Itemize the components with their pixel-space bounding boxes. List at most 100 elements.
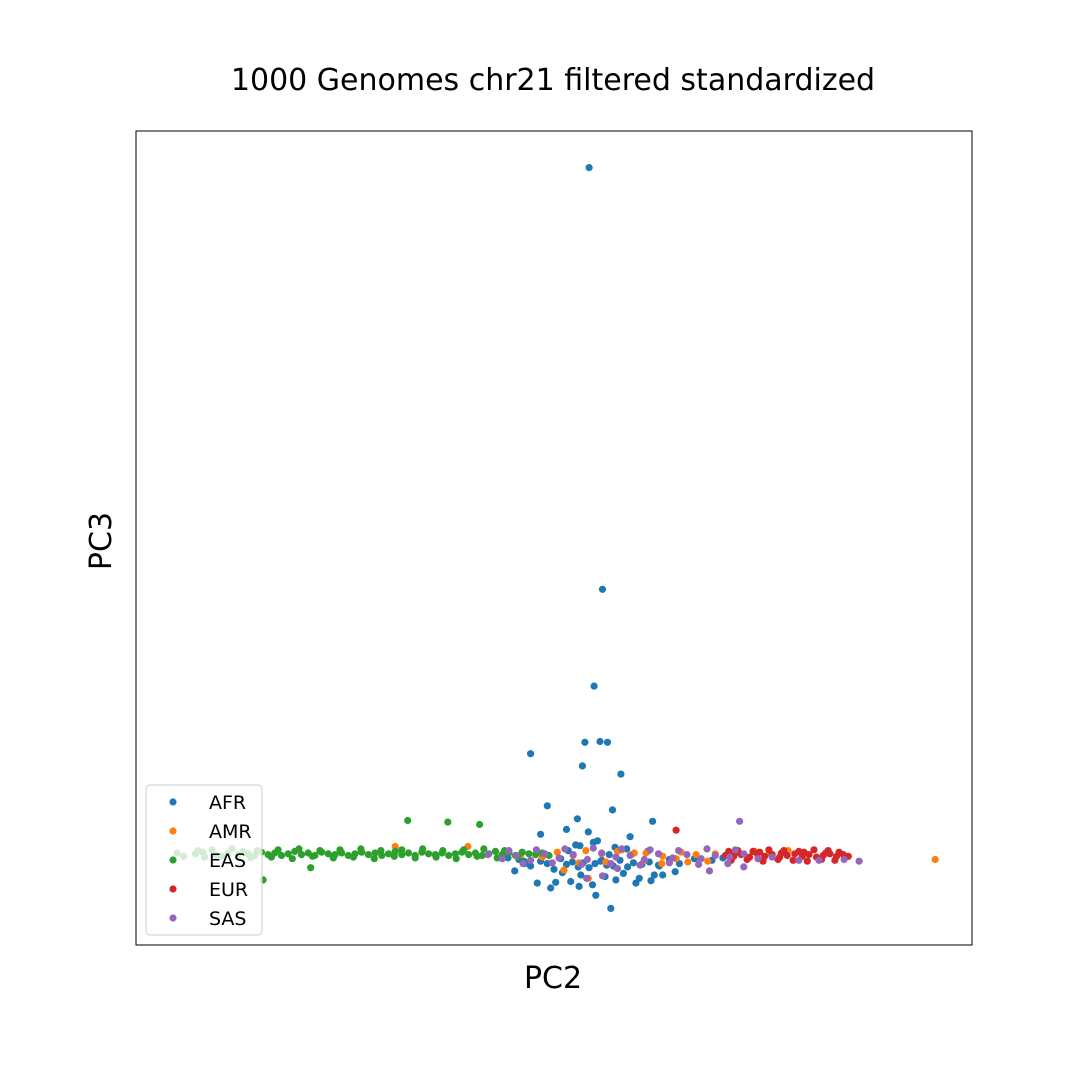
point-afr [578, 762, 587, 770]
point-afr [575, 882, 583, 891]
point-amr [931, 855, 939, 864]
point-sas [583, 855, 592, 864]
point-sas [555, 854, 563, 862]
point-afr [552, 878, 560, 886]
point-eas [491, 847, 500, 856]
point-afr [547, 884, 555, 892]
point-eas [329, 854, 337, 862]
point-eas [525, 850, 533, 858]
point-afr [624, 863, 632, 871]
point-sas [654, 850, 663, 858]
legend-label-eur: EUR [209, 879, 248, 901]
plot-area [136, 131, 972, 945]
legend: AFR AMR EAS EUR SAS [145, 784, 263, 936]
point-eas [267, 853, 275, 861]
point-sas [561, 845, 569, 853]
point-sas [598, 849, 606, 857]
point-sas [695, 860, 703, 869]
point-afr [605, 851, 613, 859]
point-afr [537, 830, 545, 838]
point-sas [731, 846, 740, 854]
point-afr [585, 864, 593, 872]
point-eas [480, 845, 488, 853]
point-sas [532, 846, 541, 854]
point-eur [803, 857, 811, 865]
legend-label-amr: AMR [209, 821, 252, 843]
point-afr [527, 862, 535, 870]
legend-marker-sas [169, 914, 177, 922]
point-eas [371, 849, 379, 857]
point-eur [810, 846, 818, 854]
point-eas [297, 851, 306, 859]
point-eas [425, 850, 433, 858]
point-eas [274, 846, 282, 854]
point-eas [288, 855, 296, 863]
series-eur [672, 826, 852, 865]
point-eur [831, 856, 839, 864]
point-sas [484, 851, 492, 859]
point-afr [592, 891, 600, 899]
point-sas [612, 853, 620, 861]
point-afr [588, 881, 597, 889]
point-afr [632, 879, 640, 887]
point-eas [277, 851, 286, 860]
point-afr [562, 825, 571, 834]
y-axis-label: PC3 [84, 512, 119, 570]
point-eur [743, 855, 751, 864]
point-sas [703, 845, 711, 853]
point-afr [612, 876, 620, 884]
point-eur [774, 855, 782, 864]
point-eas [284, 850, 292, 858]
point-afr [533, 879, 541, 887]
legend-marker-afr [169, 798, 177, 806]
point-afr [650, 871, 658, 879]
legend-label-sas: SAS [209, 908, 246, 930]
point-afr [626, 833, 634, 841]
plot-frame [135, 130, 973, 946]
point-eur [777, 849, 786, 857]
point-afr [659, 871, 667, 879]
point-sas [840, 855, 848, 864]
point-eur [822, 849, 830, 857]
point-sas [613, 864, 622, 873]
point-eas [357, 845, 365, 853]
point-sas [541, 850, 549, 858]
point-amr [704, 857, 712, 865]
legend-marker-eur [169, 885, 177, 893]
point-sas [578, 860, 586, 869]
point-sas [607, 860, 615, 868]
point-eas [364, 851, 372, 859]
legend-label-afr: AFR [209, 792, 246, 814]
point-afr [607, 904, 615, 913]
point-sas [527, 856, 535, 864]
point-sas [724, 860, 732, 868]
legend-marker-eas [169, 856, 177, 864]
point-afr [608, 806, 617, 814]
point-eas [377, 847, 385, 855]
series-sas [484, 817, 863, 882]
point-sas [683, 851, 691, 859]
point-afr [550, 865, 558, 873]
point-eas [390, 852, 398, 860]
point-eas [404, 816, 412, 825]
point-sas [636, 861, 644, 869]
point-amr [560, 866, 568, 874]
point-amr [553, 848, 561, 856]
point-eas [295, 845, 303, 853]
point-sas [626, 851, 634, 860]
point-eas [336, 846, 344, 854]
point-afr [647, 877, 655, 885]
point-eas [349, 853, 357, 861]
point-sas [855, 857, 863, 865]
point-afr [598, 585, 607, 593]
point-eur [765, 846, 773, 854]
point-afr [585, 164, 593, 172]
point-afr [572, 841, 580, 849]
point-sas [736, 817, 744, 825]
point-afr [581, 738, 589, 746]
point-eur [749, 847, 757, 856]
point-sas [519, 860, 527, 868]
point-eas [460, 846, 468, 854]
point-afr [527, 750, 535, 758]
point-eur [672, 826, 680, 834]
